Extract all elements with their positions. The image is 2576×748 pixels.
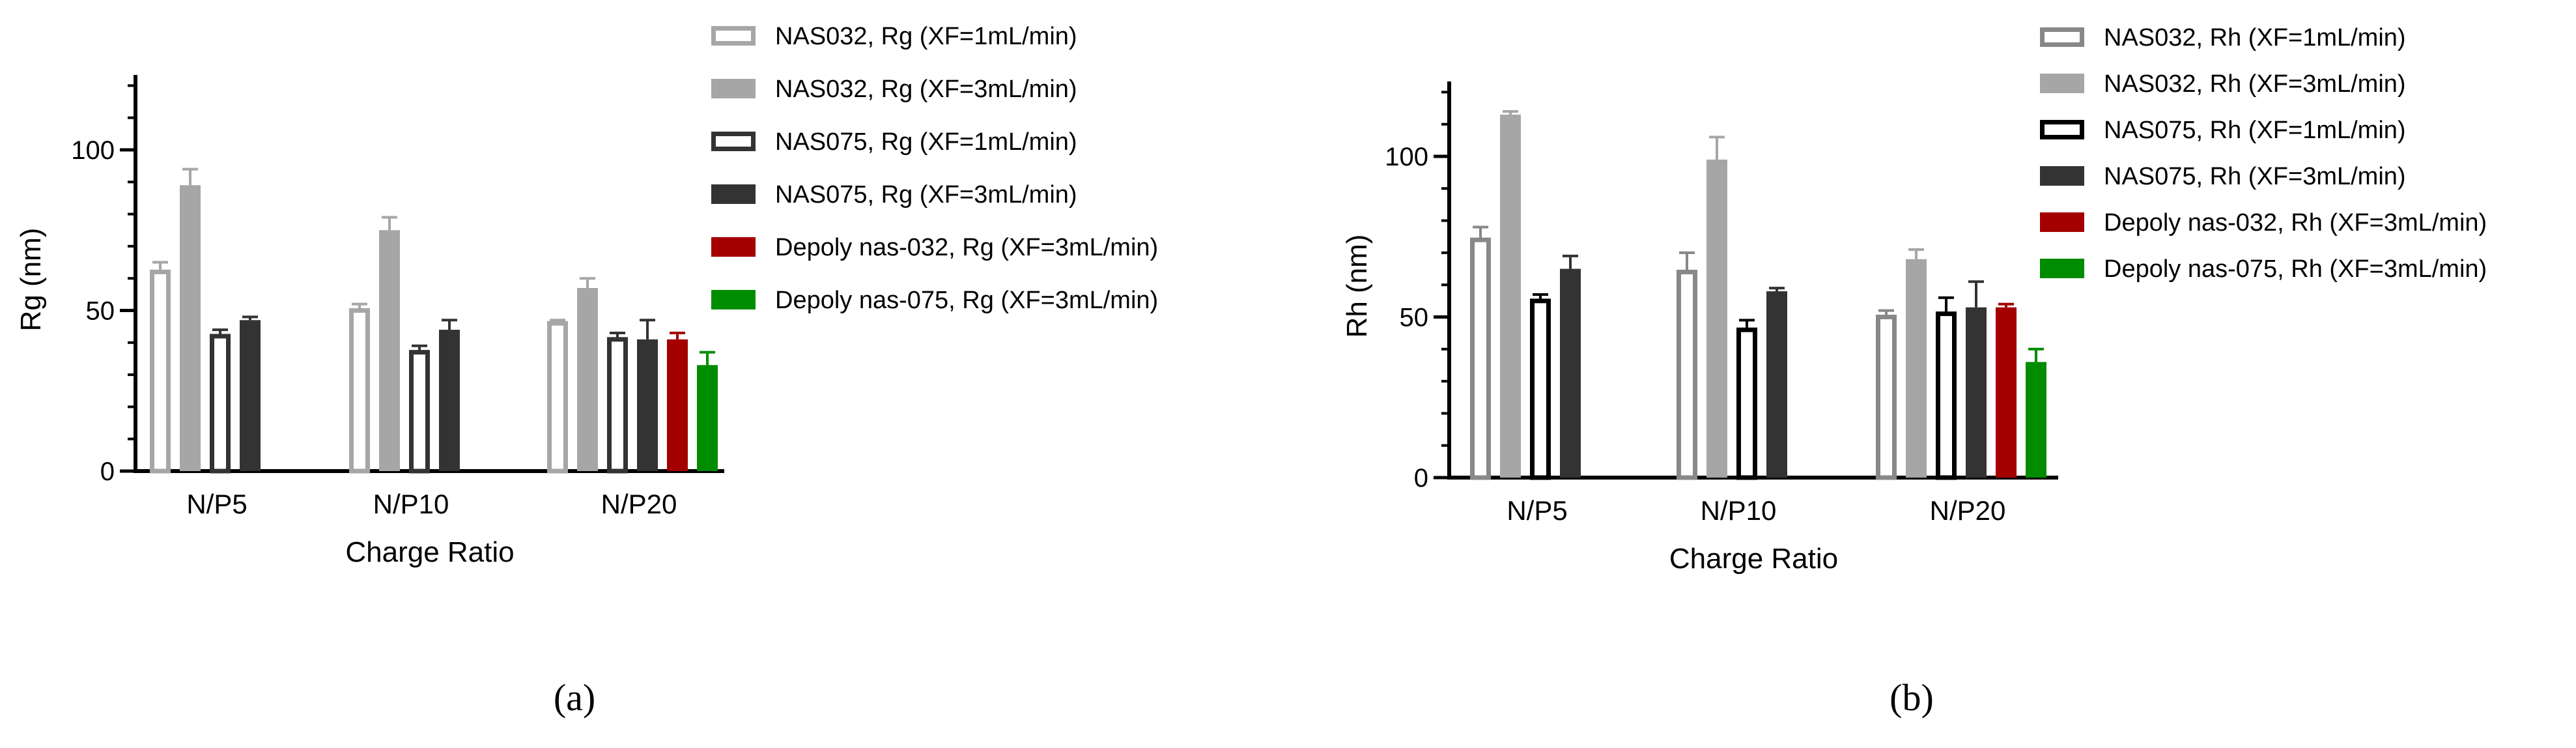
x-axis-title: Charge Ratio bbox=[345, 536, 514, 568]
bar bbox=[1936, 311, 1957, 480]
chart-panel-a: 0 50 100 Rg (nm) N/P5 N/P10 N/P20 Charge Ratio N… bbox=[15, 23, 1158, 719]
legend-label: NAS075, Rh (XF=1mL/min) bbox=[2104, 117, 2406, 144]
legend-label: NAS075, Rg (XF=3mL/min) bbox=[775, 181, 1077, 209]
bar bbox=[379, 230, 400, 471]
bar bbox=[439, 330, 460, 471]
legend-label: NAS032, Rg (XF=1mL/min) bbox=[775, 23, 1077, 50]
bar bbox=[1906, 259, 1927, 478]
x-tick-label: N/P20 bbox=[1930, 495, 2006, 526]
chart-panel-b: 0 50 100 Rh (nm) N/P5 N/P10 N/P20 Charge Ratio N… bbox=[1341, 24, 2487, 719]
legend-swatch bbox=[2040, 259, 2084, 278]
bar bbox=[1677, 269, 1697, 480]
bar bbox=[1560, 268, 1581, 478]
legend-swatch bbox=[2040, 166, 2084, 186]
bar bbox=[1500, 114, 1521, 478]
legend-label: NAS032, Rh (XF=3mL/min) bbox=[2104, 70, 2406, 98]
x-tick-label: N/P5 bbox=[186, 489, 247, 519]
bar bbox=[150, 269, 171, 474]
x-tick-label: N/P5 bbox=[1507, 495, 1567, 526]
bar bbox=[607, 337, 628, 474]
legend-swatch bbox=[711, 290, 756, 309]
x-tick-label: N/P10 bbox=[373, 489, 449, 519]
legend-label: Depoly nas-032, Rg (XF=3mL/min) bbox=[775, 234, 1158, 261]
bar bbox=[577, 287, 598, 471]
y-tick-label: 50 bbox=[1400, 304, 1429, 332]
y-tick-label: 50 bbox=[86, 297, 115, 326]
panel-label: (a) bbox=[554, 676, 595, 719]
bar bbox=[547, 321, 568, 474]
bar bbox=[240, 320, 261, 471]
legend-swatch bbox=[2040, 74, 2084, 93]
legend-swatch bbox=[2040, 212, 2084, 232]
x-tick-label: N/P10 bbox=[1701, 495, 1777, 526]
bar bbox=[667, 339, 688, 471]
legend-swatch bbox=[711, 26, 756, 46]
bar bbox=[1530, 298, 1551, 480]
panel-label: (b) bbox=[1890, 676, 1934, 719]
legend-label: NAS032, Rh (XF=1mL/min) bbox=[2104, 24, 2406, 51]
bar bbox=[349, 308, 370, 474]
legend-swatch bbox=[711, 184, 756, 204]
x-tick-label: N/P20 bbox=[601, 489, 677, 519]
bar bbox=[180, 185, 201, 471]
legend-swatch bbox=[711, 79, 756, 98]
bar bbox=[210, 334, 231, 474]
legend-label: NAS075, Rg (XF=1mL/min) bbox=[775, 128, 1077, 156]
bar bbox=[409, 350, 430, 474]
legend-label: Depoly nas-075, Rh (XF=3mL/min) bbox=[2104, 255, 2487, 283]
y-axis-title: Rg (nm) bbox=[15, 228, 47, 332]
legend-label: NAS032, Rg (XF=3mL/min) bbox=[775, 76, 1077, 103]
legend-label: NAS075, Rh (XF=3mL/min) bbox=[2104, 163, 2406, 190]
x-axis-title: Charge Ratio bbox=[1669, 543, 1838, 575]
legend-swatch bbox=[711, 237, 756, 257]
y-tick-label: 0 bbox=[100, 457, 115, 486]
legend-label: Depoly nas-075, Rg (XF=3mL/min) bbox=[775, 287, 1158, 314]
bar bbox=[1876, 315, 1897, 480]
bar bbox=[697, 365, 718, 471]
bar bbox=[1706, 159, 1727, 478]
y-tick-label: 100 bbox=[71, 136, 115, 165]
legend-label: Depoly nas-032, Rh (XF=3mL/min) bbox=[2104, 209, 2487, 237]
bar bbox=[1470, 237, 1491, 480]
bar bbox=[637, 339, 658, 471]
bar bbox=[1966, 307, 1987, 478]
bar bbox=[1736, 327, 1757, 480]
y-tick-label: 0 bbox=[1414, 464, 1428, 493]
bar bbox=[1766, 291, 1787, 478]
bar bbox=[1996, 307, 2017, 478]
legend-swatch bbox=[2040, 120, 2084, 139]
y-tick-label: 100 bbox=[1385, 143, 1428, 171]
bar bbox=[2026, 362, 2046, 478]
y-axis-title: Rh (nm) bbox=[1341, 235, 1373, 338]
legend-swatch bbox=[2040, 27, 2084, 47]
legend-swatch bbox=[711, 132, 756, 151]
